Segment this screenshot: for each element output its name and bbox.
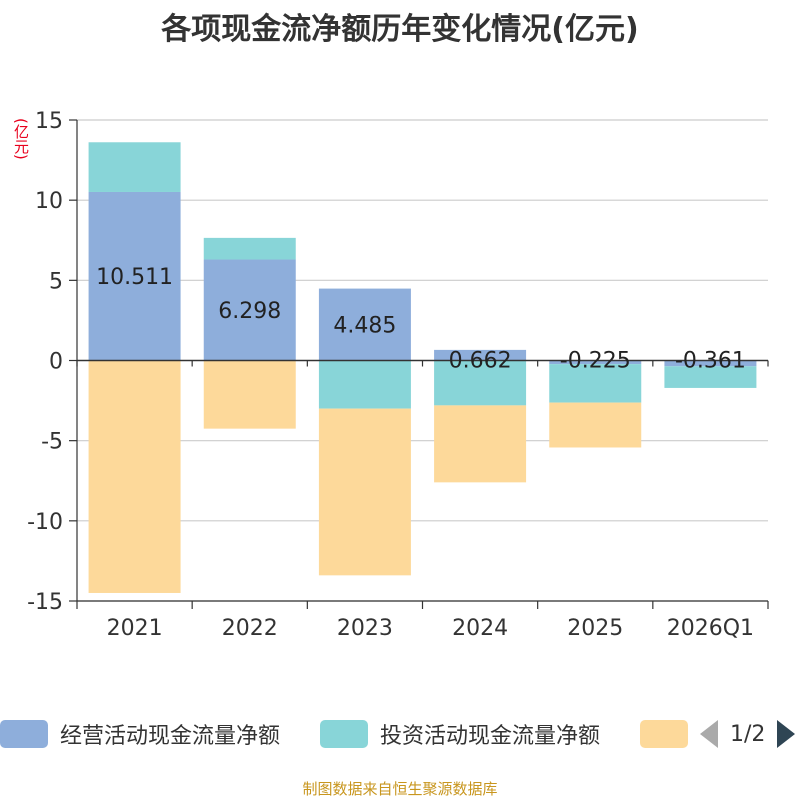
data-label-2026Q1: -0.361 [675,349,746,374]
bar-series0-2024 [434,349,527,361]
next-page-icon[interactable] [777,720,796,748]
data-label-2022: 6.298 [218,299,281,324]
y-tick-label: -10 [27,510,63,535]
data-label-2023: 4.485 [333,314,396,339]
legend-swatch-investing [320,720,368,748]
legend-swatch-operating [0,720,48,748]
legend-item-investing[interactable]: 投资活动现金流量净额 [320,720,601,749]
legend-item-financing[interactable] [640,720,688,748]
x-tick-label-2025: 2025 [567,616,623,641]
bar-series0-2023 [318,288,411,361]
bar-series2-2025 [549,402,642,448]
bar-series2-2021 [88,360,181,593]
x-tick-label-2024: 2024 [452,616,508,641]
x-tick-label-2023: 2023 [337,616,393,641]
bar-series1-2024 [434,360,527,406]
bar-series0-2021 [88,191,181,361]
bar-series1-2023 [318,360,411,409]
legend-label-investing: 投资活动现金流量净额 [380,724,601,749]
x-tick-label-2022: 2022 [222,616,278,641]
bar-series2-2024 [434,405,527,483]
data-label-2021: 10.511 [96,265,173,290]
bar-series1-2025 [549,364,642,403]
x-tick-label-2026Q1: 2026Q1 [667,616,754,641]
legend-pager: 1/2 [700,720,796,748]
y-tick-label: -5 [41,430,63,455]
y-tick-label: -15 [27,590,63,615]
chart-title: 各项现金流净额历年变化情况(亿元) [161,12,639,47]
bar-series0-2022 [203,259,296,361]
chart-svg: 15 10 5 0 -5 -10 -15 2021 2022 2023 2024 2025 2026Q1… [27,109,769,641]
y-tick-label: 5 [49,269,63,294]
y-tick-label: 15 [35,109,63,134]
bar-series2-2022 [203,360,296,429]
prev-page-icon[interactable] [700,720,718,748]
y-tick-label: 0 [49,350,63,375]
bar-series0-2026Q1 [664,360,757,367]
page-indicator: 1/2 [730,721,766,747]
legend-swatch-financing [640,720,688,748]
legend: 经营活动现金流量净额 投资活动现金流量净额 1/2 [0,712,800,756]
data-label-2025: -0.225 [560,349,631,374]
legend-item-operating[interactable]: 经营活动现金流量净额 [0,720,281,749]
y-tick-label: 10 [35,189,63,214]
axes: 15 10 5 0 -5 -10 -15 2021 2022 2023 2024 2025 2026Q1 [27,109,769,641]
bar-series1-2026Q1 [664,366,757,388]
bar-series0-2025 [549,360,642,365]
legend-label-operating: 经营活动现金流量净额 [60,724,281,749]
bar-series2-2023 [318,408,411,576]
bar-series1-2021 [88,142,181,192]
bars [88,142,757,593]
data-label-2024: 0.662 [449,349,512,374]
bar-series1-2022 [203,237,296,260]
data-labels: 10.511 6.298 4.485 0.662 -0.225 -0.361 [96,265,746,373]
data-source-note: 制图数据来自恒生聚源数据库 [302,780,498,798]
x-tick-label-2021: 2021 [107,616,163,641]
y-axis-unit-label: (亿元) [12,118,30,160]
